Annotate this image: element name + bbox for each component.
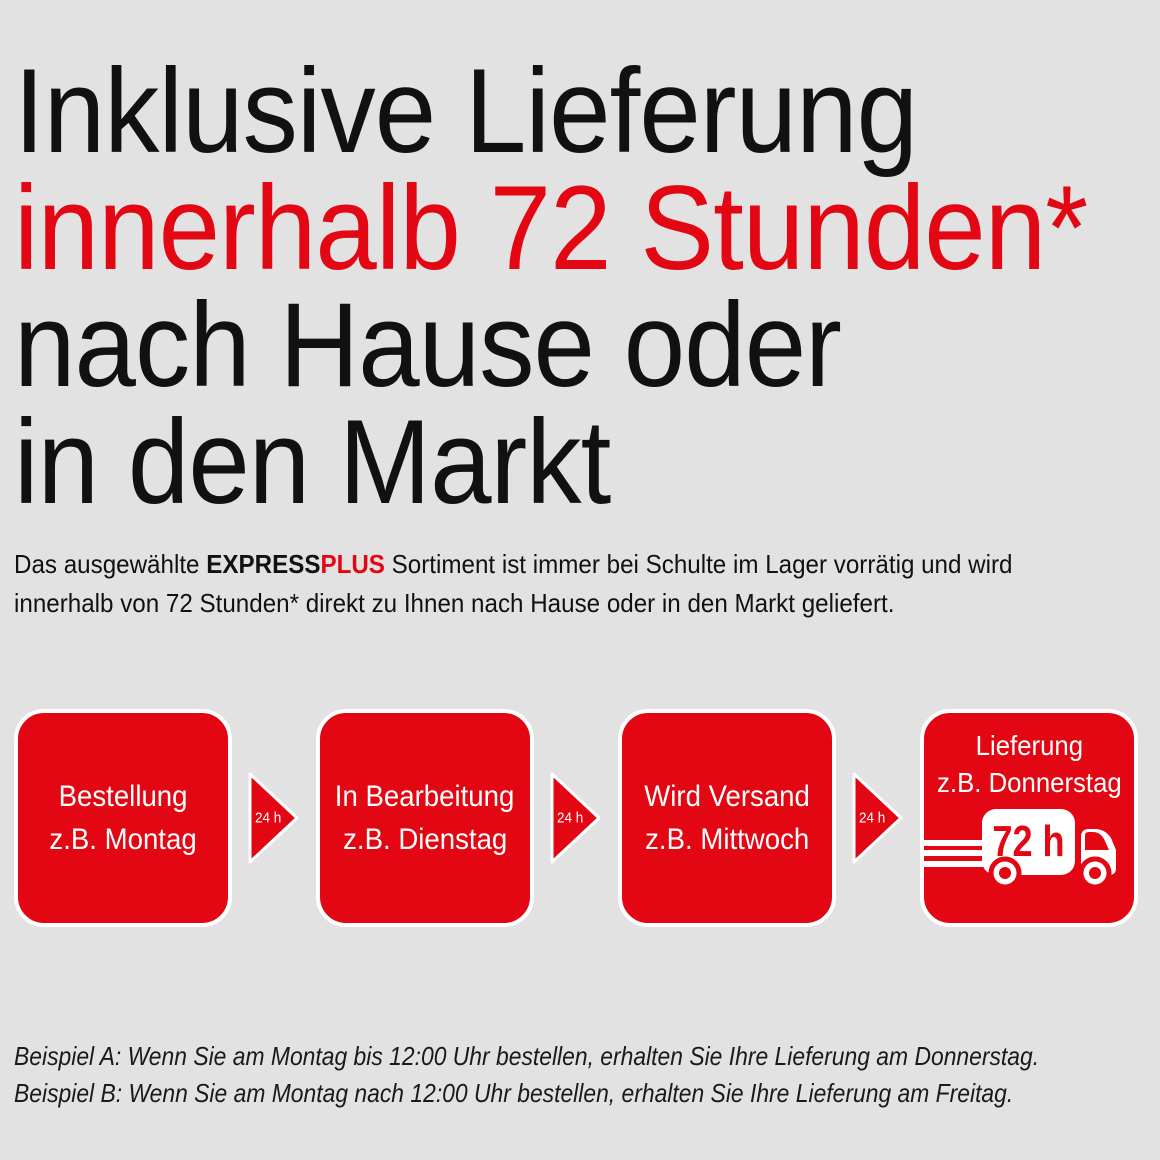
step-subtitle: z.B. Mittwoch xyxy=(644,823,810,856)
arrow-duration-label: 24 h xyxy=(557,809,584,827)
step-subtitle: z.B. Dienstag xyxy=(342,823,508,856)
intro-line-2: innerhalb von 72 Stunden* direkt zu Ihne… xyxy=(14,588,895,618)
examples-footnote: Beispiel A: Wenn Sie am Montag bis 12:00… xyxy=(14,1038,1160,1112)
brand-plus: PLUS xyxy=(320,549,385,579)
step-title: In Bearbeitung xyxy=(335,780,515,813)
arrow-right-icon: 24 h xyxy=(852,770,904,866)
step-title: Wird Versand xyxy=(644,780,810,813)
arrow-duration-label: 24 h xyxy=(255,809,282,827)
flow-gap: 24 h xyxy=(534,709,618,927)
arrow-right-icon: 24 h xyxy=(248,770,300,866)
delivery-flow-diagram: Bestellung z.B. Montag 24 h In Bearbeitu… xyxy=(14,709,1138,927)
headline-line-3: nach Hause oder xyxy=(14,278,842,412)
headline-line-2: innerhalb 72 Stunden* xyxy=(14,161,1088,295)
step-title: Bestellung xyxy=(58,780,188,813)
arrow-right-icon: 24 h xyxy=(550,770,602,866)
truck-hours-badge: 72 h xyxy=(992,817,1065,866)
delivery-title: Lieferung z.B. Donnerstag xyxy=(929,727,1130,801)
flow-gap: 24 h xyxy=(232,709,316,927)
brand-express: EXPRESS xyxy=(206,549,321,579)
step-subtitle: z.B. Donnerstag xyxy=(936,767,1122,798)
intro-paragraph: Das ausgewählte EXPRESSPLUS Sortiment is… xyxy=(14,545,1088,623)
step-title: Lieferung xyxy=(975,730,1083,761)
flow-step-processing: In Bearbeitung z.B. Dienstag xyxy=(316,709,534,927)
flow-step-order: Bestellung z.B. Montag xyxy=(14,709,232,927)
flow-step-shipping: Wird Versand z.B. Mittwoch xyxy=(618,709,836,927)
delivery-truck-icon xyxy=(924,809,1116,890)
headline-line-1: Inklusive Lieferung xyxy=(14,44,918,178)
intro-prefix: Das ausgewählte xyxy=(14,549,207,579)
headline-line-4: in den Markt xyxy=(14,395,611,529)
intro-line-1: Das ausgewählte EXPRESSPLUS Sortiment is… xyxy=(14,545,1013,584)
step-subtitle: z.B. Montag xyxy=(49,823,197,856)
intro-line-1-rest: Sortiment ist immer bei Schulte im Lager… xyxy=(384,549,1013,579)
flow-gap: 24 h xyxy=(836,709,920,927)
example-a: Beispiel A: Wenn Sie am Montag bis 12:00… xyxy=(14,1041,1040,1071)
arrow-duration-label: 24 h xyxy=(859,809,886,827)
headline: Inklusive Lieferung innerhalb 72 Stunden… xyxy=(14,44,1160,529)
example-b: Beispiel B: Wenn Sie am Montag nach 12:0… xyxy=(14,1078,1014,1108)
flow-step-delivery: Lieferung z.B. Donnerstag 72 h xyxy=(920,709,1138,927)
